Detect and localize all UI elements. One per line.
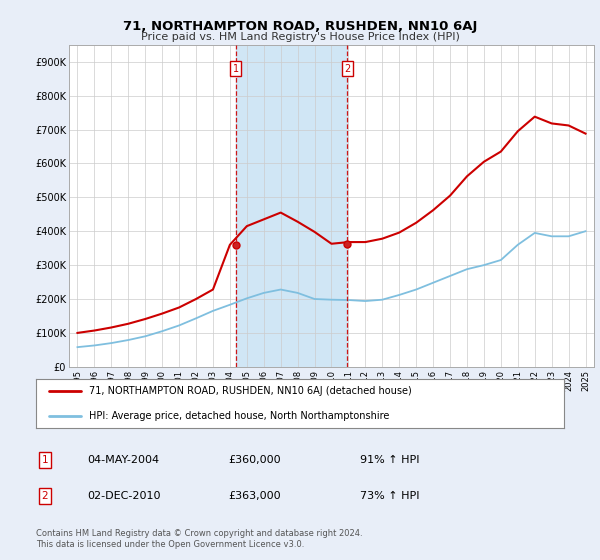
Text: 71, NORTHAMPTON ROAD, RUSHDEN, NN10 6AJ: 71, NORTHAMPTON ROAD, RUSHDEN, NN10 6AJ (123, 20, 477, 32)
Text: Contains HM Land Registry data © Crown copyright and database right 2024.: Contains HM Land Registry data © Crown c… (36, 529, 362, 538)
Text: 71, NORTHAMPTON ROAD, RUSHDEN, NN10 6AJ (detached house): 71, NORTHAMPTON ROAD, RUSHDEN, NN10 6AJ … (89, 386, 412, 396)
Text: 1: 1 (233, 63, 239, 73)
Text: 2: 2 (344, 63, 350, 73)
Text: Price paid vs. HM Land Registry's House Price Index (HPI): Price paid vs. HM Land Registry's House … (140, 32, 460, 43)
Text: 73% ↑ HPI: 73% ↑ HPI (360, 491, 419, 501)
Text: £360,000: £360,000 (228, 455, 281, 465)
Text: 02-DEC-2010: 02-DEC-2010 (87, 491, 161, 501)
Text: 04-MAY-2004: 04-MAY-2004 (87, 455, 159, 465)
Text: 91% ↑ HPI: 91% ↑ HPI (360, 455, 419, 465)
Bar (236, 45, 347, 367)
Text: HPI: Average price, detached house, North Northamptonshire: HPI: Average price, detached house, Nort… (89, 411, 389, 421)
Text: £363,000: £363,000 (228, 491, 281, 501)
Text: 2: 2 (41, 491, 49, 501)
Text: This data is licensed under the Open Government Licence v3.0.: This data is licensed under the Open Gov… (36, 540, 304, 549)
Text: 1: 1 (41, 455, 49, 465)
